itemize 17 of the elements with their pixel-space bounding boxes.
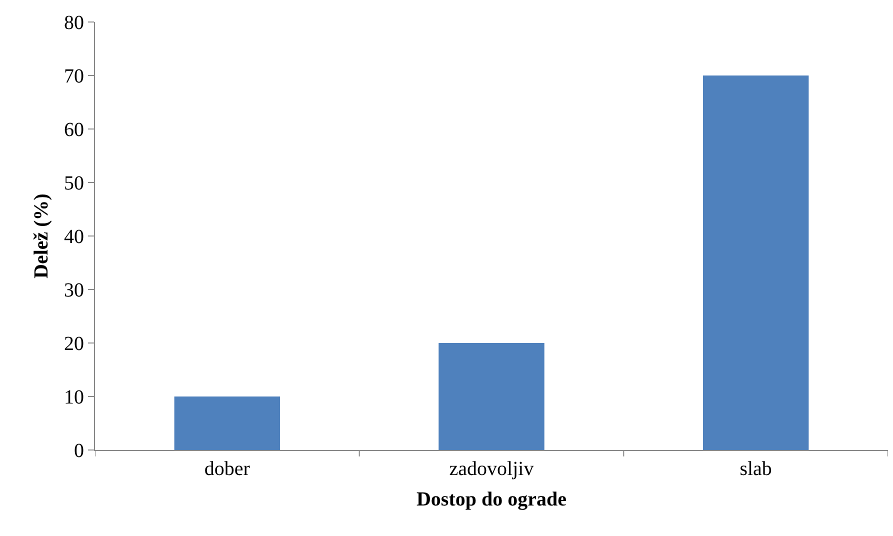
y-tick-label: 20 (64, 333, 84, 355)
x-tick-label: zadovoljiv (449, 458, 534, 480)
y-tick-label: 50 (64, 172, 84, 194)
bar (174, 396, 280, 450)
y-tick-label: 30 (64, 280, 84, 302)
y-axis-title: Delež (%) (30, 194, 52, 278)
y-tick-label: 40 (64, 226, 84, 248)
y-tick-label: 10 (64, 386, 84, 408)
y-tick-label: 60 (64, 119, 84, 141)
bar (702, 76, 809, 450)
y-tick-label: 0 (74, 440, 84, 462)
y-tick-label: 70 (64, 66, 84, 88)
bar (438, 343, 544, 450)
x-tick-label: slab (740, 458, 772, 480)
x-axis-title: Dostop do ograde (416, 488, 567, 510)
x-tick-label: dober (204, 458, 250, 480)
y-tick-label: 80 (64, 12, 84, 34)
